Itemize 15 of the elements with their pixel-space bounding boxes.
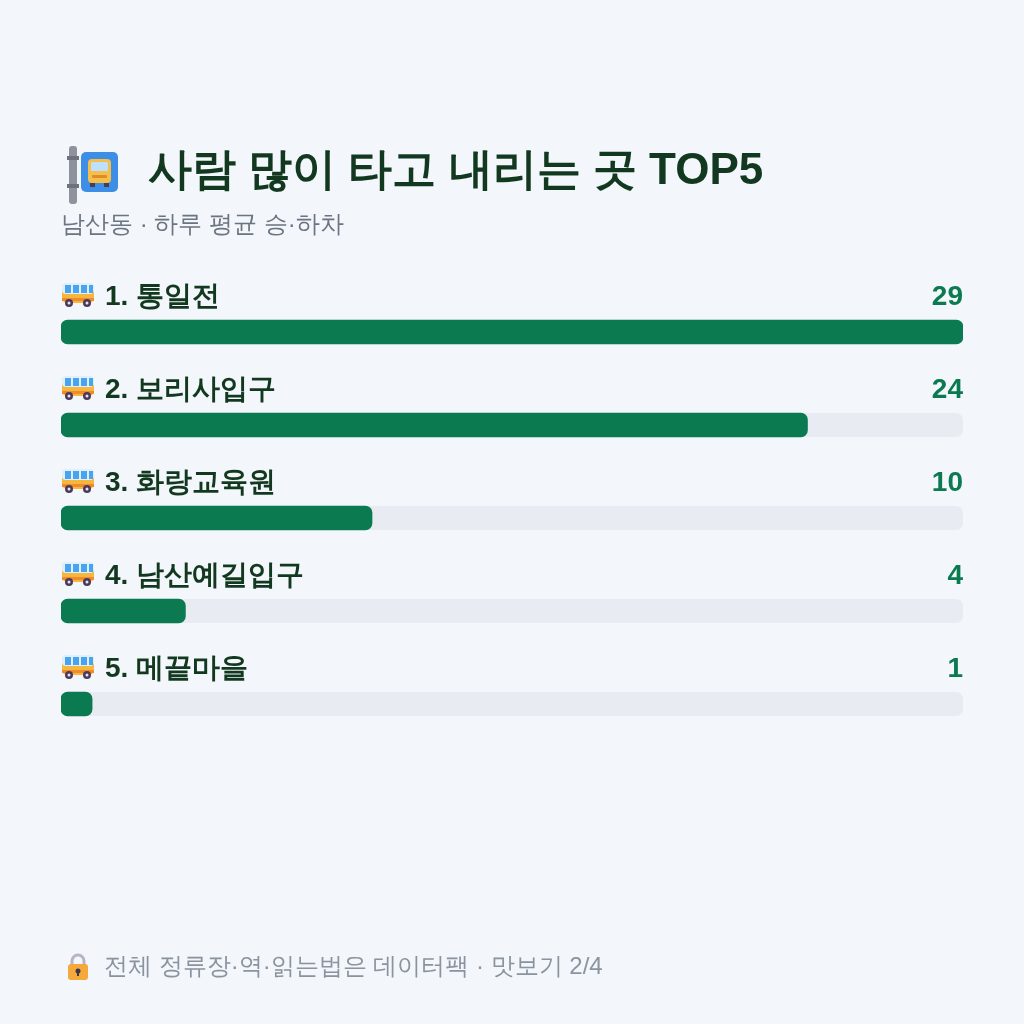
bar [61, 691, 93, 717]
chart-subtitle: 남산동 · 하루 평균 승·하차 [61, 209, 344, 239]
bar [61, 598, 186, 624]
data-label: 4 [947, 559, 964, 590]
y-tick-label: 5. 메끝마을 [105, 652, 249, 683]
y-tick-label: 4. 남산예길입구 [105, 559, 305, 590]
y-tick-label: 2. 보리사입구 [105, 373, 277, 404]
y-tick-label: 3. 화랑교육원 [105, 466, 277, 497]
text: 전체 정류장·역·읽는법은 데이터팩 · 맛보기 2/4 [104, 951, 603, 981]
chart-title: 사람 많이 타고 내리는 곳 TOP5 [148, 143, 764, 195]
data-label: 1 [947, 652, 963, 683]
data-label: 24 [931, 373, 964, 404]
data-label: 29 [931, 280, 963, 311]
y-tick-label: 1. 통일전 [105, 280, 221, 311]
data-label: 10 [931, 466, 963, 497]
